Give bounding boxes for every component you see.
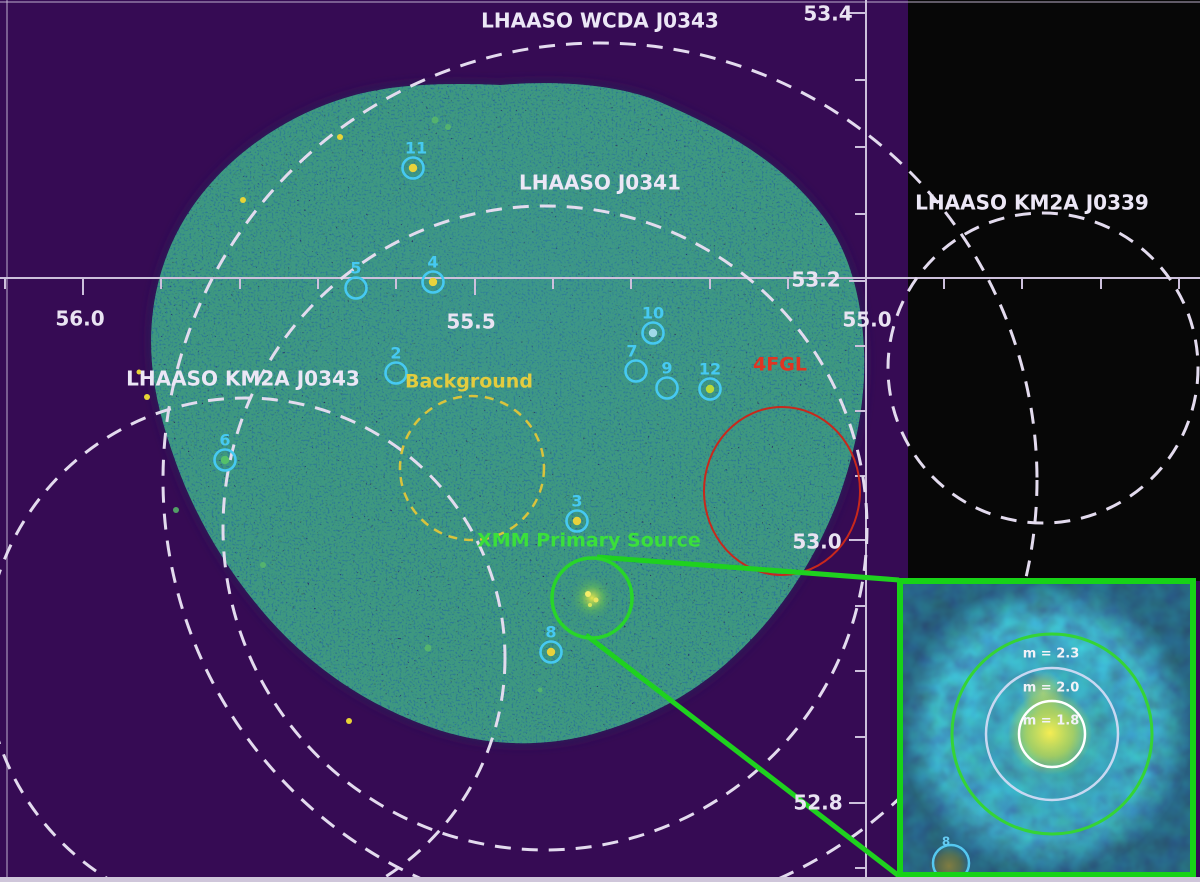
y-tick-label-53-2: 53.2 [791,268,840,292]
km2a-j0339-region-circle [886,211,1200,525]
inset-border [897,578,1196,878]
xray-source-number-4: 4 [427,253,438,272]
label-wcda-j0343: LHAASO WCDA J0343 [481,9,719,33]
y-tick-label-53-4: 53.4 [803,2,852,26]
inset-callout-line-bottom [584,633,901,878]
inset-source8-label: 8 [942,835,950,849]
xray-source-circle-8 [539,640,563,664]
fov-heatmap [136,80,865,744]
inset-ring-m18 [1017,699,1087,769]
inset-source8-circle [931,843,971,875]
inset-callout-line-top [596,554,900,583]
inset-vignette [900,581,1193,875]
label-j0341: LHAASO J0341 [519,171,681,195]
xray-source-number-6: 6 [219,431,230,450]
xray-source-number-2: 2 [390,344,401,363]
xray-source-circle-9 [655,376,679,400]
label-4fgl: 4FGL [753,354,807,376]
inset-ring-label-m20: m = 2.0 [1023,681,1080,696]
xray-source-circle-7 [624,359,648,383]
x-tick-label-55-5: 55.5 [446,310,495,334]
xray-source-number-7: 7 [626,342,637,361]
xray-source-number-10: 10 [642,304,664,323]
xray-source-circle-11 [401,156,425,180]
primary-source-peak [585,591,591,597]
xray-source-number-5: 5 [350,259,361,278]
xray-source-number-12: 12 [699,360,721,379]
bottom-edge-strip [0,877,1200,882]
km2a-j0343-region-circle [0,396,507,882]
inset-ring-label-m23: m = 2.3 [1023,647,1080,662]
xray-source-dot-4 [428,277,438,287]
xray-source-dot-12 [705,384,715,394]
xray-source-circle-12 [698,377,722,401]
y-tick-label-53-0: 53.0 [792,530,841,554]
xray-source-dot-10 [648,328,658,338]
primary-source-glow [566,572,618,624]
xray-source-number-8: 8 [545,623,556,642]
label-background: Background [405,371,533,393]
x-tick-label-56-0: 56.0 [55,307,104,331]
black-patch [908,0,1200,581]
xray-source-circle-4 [421,270,445,294]
x-tick-label-55-0: 55.0 [842,308,891,332]
y-tick-label-52-8: 52.8 [793,791,842,815]
4fgl-region-ellipse [703,406,861,576]
xray-sources-layer: 2 3 4 5 6 7 8 9 10 11 12 [213,139,722,664]
xray-source-circle-5 [344,276,368,300]
fov-bright-area [240,80,800,520]
label-km2a-j0343: LHAASO KM2A J0343 [126,367,360,391]
xray-source-circle-6 [213,448,237,472]
wcda-j0343-region-circle [161,41,1039,882]
primary-source-peak [593,597,599,603]
xray-source-number-11: 11 [405,139,427,158]
axis-ticks [4,12,1180,869]
label-km2a-j0339: LHAASO KM2A J0339 [915,191,1149,215]
label-xmm-primary: XMM Primary Source [477,530,701,552]
background-region-circle [398,394,546,542]
yellow-field-dots [136,134,352,724]
xray-source-number-9: 9 [661,359,672,378]
xray-source-circle-3 [565,509,589,533]
xray-source-dot-6 [220,455,230,465]
xmm-primary-source-circle [550,556,634,640]
green-field-dots [173,116,543,693]
inset-ring-m23 [950,632,1154,836]
xray-source-circle-10 [641,321,665,345]
xray-source-dot-8 [546,647,556,657]
xray-source-dot-11 [408,163,418,173]
inset-ring-m20 [984,666,1120,802]
xray-source-circle-2 [384,361,408,385]
j0341-region-circle [221,204,869,852]
inset-ring-label-m18: m = 1.8 [1023,714,1080,729]
xray-source-dot-3 [572,516,582,526]
xray-source-number-3: 3 [571,492,582,511]
zoom-inset: m = 2.3 m = 2.0 m = 1.8 8 [900,581,1193,875]
primary-source-peak [588,603,592,607]
